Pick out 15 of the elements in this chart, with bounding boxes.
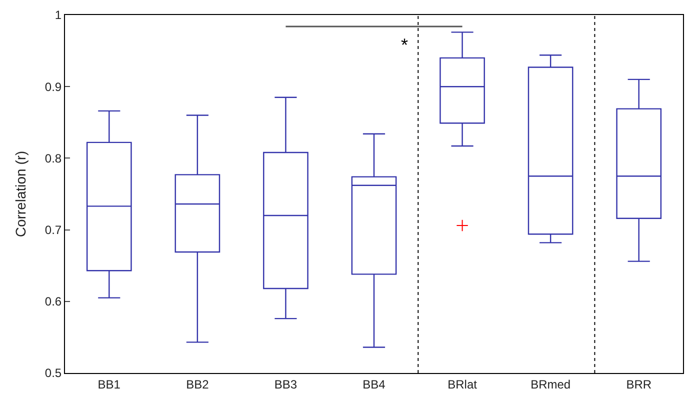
y-tick-label: 1	[54, 8, 62, 22]
x-tick-label: BB3	[274, 377, 298, 392]
y-tick-label: 0.5	[44, 366, 62, 380]
y-tick-label: 0.8	[44, 151, 62, 166]
y-axis-title: Correlation (r)	[12, 150, 29, 238]
x-tick-label: BRlat	[448, 377, 478, 392]
x-tick-label: BB1	[98, 377, 121, 392]
x-tick-label: BRmed	[530, 377, 571, 392]
y-tick-label: 0.7	[44, 223, 62, 237]
y-tick-label: 0.9	[44, 80, 62, 94]
x-tick-label: BB4	[362, 377, 386, 392]
x-tick-label: BB2	[186, 377, 210, 392]
y-tick-label: 0.6	[44, 294, 62, 309]
annotation: *	[401, 35, 408, 55]
x-tick-label: BRR	[626, 377, 652, 392]
